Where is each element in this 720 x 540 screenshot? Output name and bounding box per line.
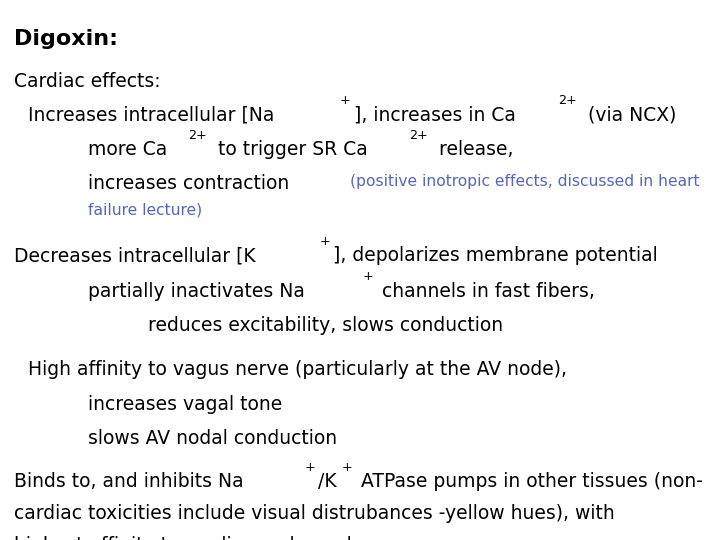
- Text: to trigger SR Ca: to trigger SR Ca: [212, 140, 368, 159]
- Text: release,: release,: [433, 140, 513, 159]
- Text: Cardiac effects:: Cardiac effects:: [14, 71, 161, 91]
- Text: +: +: [363, 270, 374, 283]
- Text: more Ca: more Ca: [89, 140, 168, 159]
- Text: +: +: [305, 461, 315, 474]
- Text: (positive inotropic effects, discussed in heart: (positive inotropic effects, discussed i…: [351, 174, 700, 188]
- Text: 2+: 2+: [558, 94, 577, 107]
- Text: +: +: [342, 461, 353, 474]
- Text: reduces excitability, slows conduction: reduces excitability, slows conduction: [148, 316, 503, 335]
- Text: channels in fast fibers,: channels in fast fibers,: [376, 282, 595, 301]
- Text: Decreases intracellular [K: Decreases intracellular [K: [14, 246, 256, 265]
- Text: Binds to, and inhibits Na: Binds to, and inhibits Na: [14, 472, 244, 491]
- Text: failure lecture): failure lecture): [89, 202, 202, 217]
- Text: partially inactivates Na: partially inactivates Na: [89, 282, 305, 301]
- Text: increases contraction: increases contraction: [89, 174, 296, 193]
- Text: /K: /K: [318, 472, 337, 491]
- Text: +: +: [340, 94, 351, 107]
- Text: 2+: 2+: [189, 129, 207, 141]
- Text: increases vagal tone: increases vagal tone: [89, 395, 282, 414]
- Text: ], increases in Ca: ], increases in Ca: [354, 106, 516, 125]
- Text: ATPase pumps in other tissues (non-: ATPase pumps in other tissues (non-: [356, 472, 703, 491]
- Text: ], depolarizes membrane potential: ], depolarizes membrane potential: [333, 246, 658, 265]
- Text: +: +: [320, 234, 330, 247]
- Text: highest affinity to cardiac and vagal nerve.: highest affinity to cardiac and vagal ne…: [14, 536, 418, 540]
- Text: Increases intracellular [Na: Increases intracellular [Na: [28, 106, 275, 125]
- Text: Digoxin:: Digoxin:: [14, 29, 118, 49]
- Text: 2+: 2+: [409, 129, 428, 141]
- Text: cardiac toxicities include visual distrubances -yellow hues), with: cardiac toxicities include visual distru…: [14, 504, 615, 523]
- Text: slows AV nodal conduction: slows AV nodal conduction: [89, 429, 338, 448]
- Text: High affinity to vagus nerve (particularly at the AV node),: High affinity to vagus nerve (particular…: [28, 360, 567, 379]
- Text: (via NCX): (via NCX): [582, 106, 676, 125]
